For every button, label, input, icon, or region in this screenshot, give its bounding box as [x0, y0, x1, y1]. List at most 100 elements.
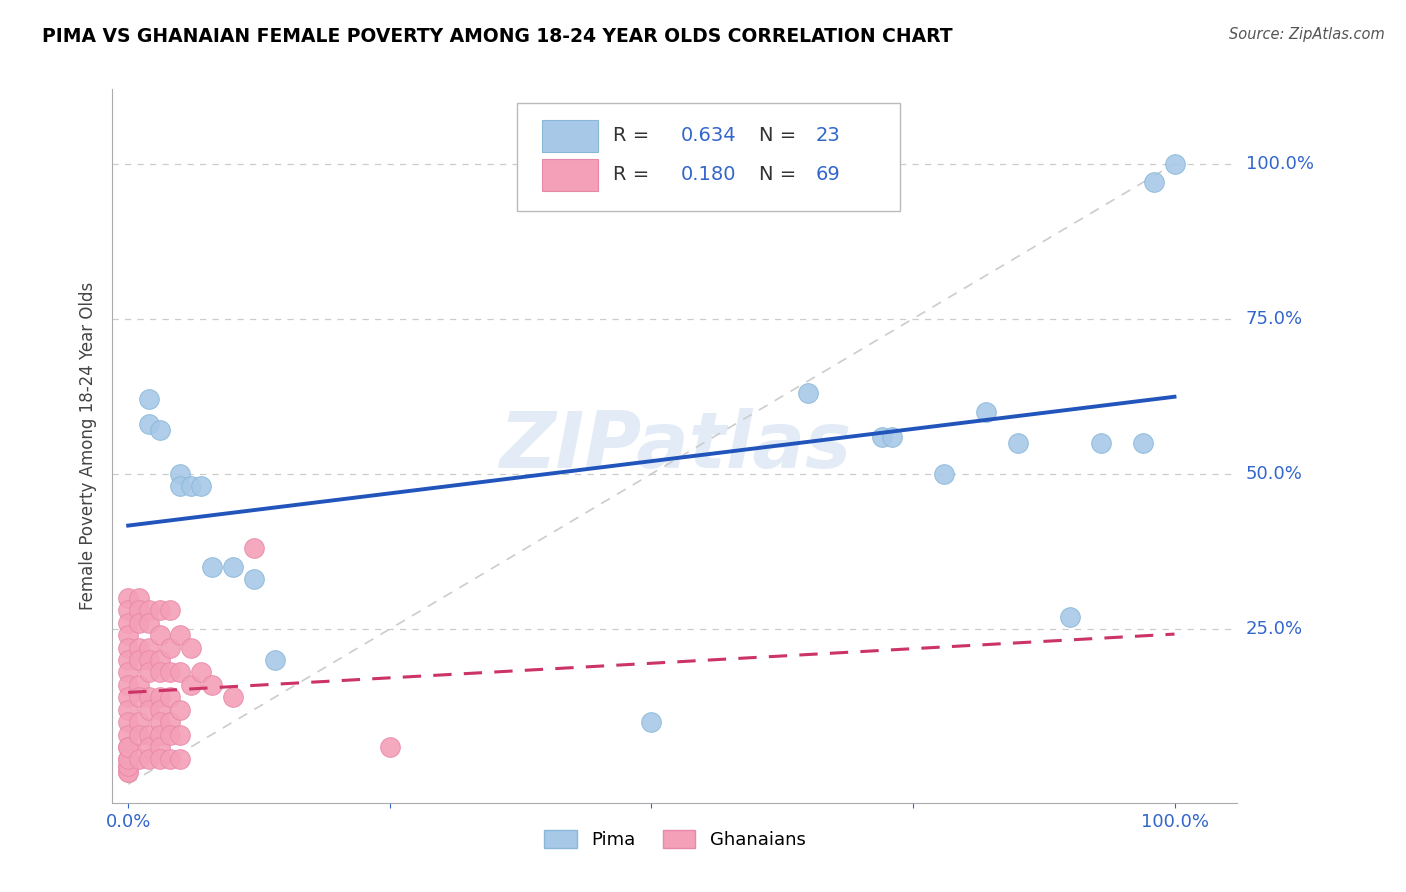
Point: [138, 739, 160, 754]
Point: [128, 653, 150, 667]
Point: [1163, 156, 1185, 170]
Point: [201, 678, 224, 692]
Point: [974, 405, 997, 419]
Point: [1007, 436, 1029, 450]
Point: [180, 678, 202, 692]
Point: [242, 541, 264, 556]
Text: ZIPatlas: ZIPatlas: [499, 408, 851, 484]
Text: 100.0%: 100.0%: [1246, 154, 1313, 173]
Point: [138, 690, 160, 705]
Point: [201, 560, 224, 574]
Point: [138, 417, 160, 432]
Point: [128, 603, 150, 617]
Point: [117, 690, 139, 705]
Point: [169, 665, 191, 680]
Point: [138, 640, 160, 655]
FancyBboxPatch shape: [517, 103, 900, 211]
Point: [148, 628, 170, 642]
Point: [117, 739, 139, 754]
Point: [148, 739, 170, 754]
FancyBboxPatch shape: [543, 159, 599, 191]
Point: [797, 386, 820, 401]
Text: 50.0%: 50.0%: [1246, 465, 1302, 483]
Point: [180, 640, 202, 655]
Point: [117, 653, 139, 667]
Text: 69: 69: [815, 165, 841, 185]
FancyBboxPatch shape: [543, 120, 599, 152]
Point: [138, 703, 160, 717]
Point: [138, 752, 160, 766]
Point: [148, 727, 170, 741]
Point: [128, 727, 150, 741]
Text: 75.0%: 75.0%: [1246, 310, 1303, 327]
Point: [169, 467, 191, 481]
Point: [117, 628, 139, 642]
Point: [138, 392, 160, 407]
Point: [128, 615, 150, 630]
Point: [138, 603, 160, 617]
Point: [148, 715, 170, 730]
Legend: Pima, Ghanaians: Pima, Ghanaians: [536, 821, 814, 858]
Point: [1059, 609, 1081, 624]
Point: [159, 603, 181, 617]
Point: [870, 430, 893, 444]
Text: N =: N =: [759, 165, 803, 185]
Point: [138, 665, 160, 680]
Point: [159, 665, 181, 680]
Point: [117, 615, 139, 630]
Point: [117, 715, 139, 730]
Point: [117, 764, 139, 779]
Point: [138, 615, 160, 630]
Point: [148, 752, 170, 766]
Point: [190, 479, 212, 493]
Point: [117, 640, 139, 655]
Point: [117, 752, 139, 766]
Point: [128, 752, 150, 766]
Point: [169, 703, 191, 717]
Point: [117, 739, 139, 754]
Text: R =: R =: [613, 165, 655, 185]
Point: [159, 752, 181, 766]
Point: [1090, 436, 1112, 450]
Point: [169, 628, 191, 642]
Point: [169, 727, 191, 741]
Y-axis label: Female Poverty Among 18-24 Year Olds: Female Poverty Among 18-24 Year Olds: [79, 282, 97, 610]
Text: R =: R =: [613, 126, 655, 145]
Point: [148, 603, 170, 617]
Point: [117, 758, 139, 772]
Point: [148, 665, 170, 680]
Point: [242, 573, 264, 587]
Point: [159, 690, 181, 705]
Point: [640, 715, 662, 730]
Point: [128, 715, 150, 730]
Point: [180, 479, 202, 493]
Point: [148, 690, 170, 705]
Point: [117, 603, 139, 617]
Point: [148, 653, 170, 667]
Point: [1132, 436, 1154, 450]
Text: 25.0%: 25.0%: [1246, 620, 1303, 638]
Point: [169, 752, 191, 766]
Text: 0.634: 0.634: [681, 126, 737, 145]
Point: [190, 665, 212, 680]
Point: [128, 678, 150, 692]
Point: [138, 653, 160, 667]
Point: [159, 640, 181, 655]
Point: [128, 591, 150, 605]
Text: 0.180: 0.180: [681, 165, 735, 185]
Point: [117, 591, 139, 605]
Point: [222, 690, 245, 705]
Point: [117, 764, 139, 779]
Point: [222, 560, 245, 574]
Point: [159, 727, 181, 741]
Point: [117, 665, 139, 680]
Text: PIMA VS GHANAIAN FEMALE POVERTY AMONG 18-24 YEAR OLDS CORRELATION CHART: PIMA VS GHANAIAN FEMALE POVERTY AMONG 18…: [42, 27, 953, 45]
Point: [117, 758, 139, 772]
Point: [138, 727, 160, 741]
Point: [1142, 175, 1164, 189]
Point: [148, 703, 170, 717]
Text: Source: ZipAtlas.com: Source: ZipAtlas.com: [1229, 27, 1385, 42]
Point: [378, 739, 401, 754]
Point: [117, 703, 139, 717]
Point: [117, 727, 139, 741]
